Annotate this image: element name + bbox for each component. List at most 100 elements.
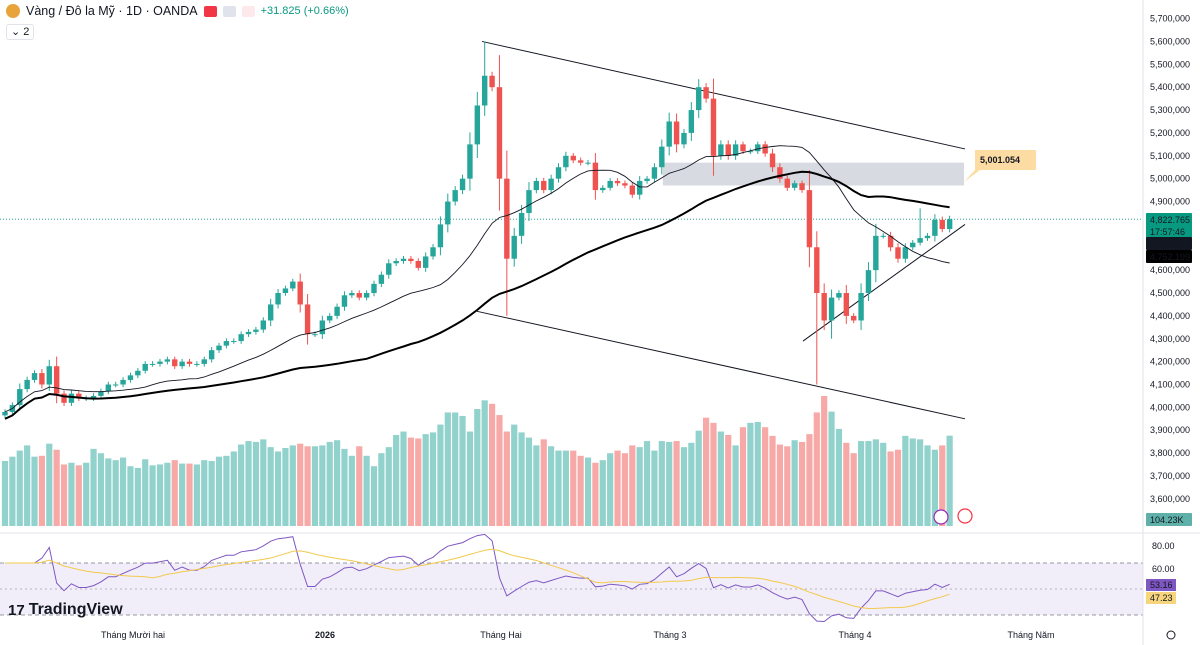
market-status-icon[interactable] [222,5,236,17]
annotation-callout [964,150,1036,182]
candle-up [24,379,30,390]
volume-label-bg [1146,513,1192,526]
candle-up [253,329,259,332]
volume-bar [769,435,776,526]
candle-up [334,306,340,316]
volume-bar [452,412,459,526]
volume-bar [695,430,702,526]
volume-bar [688,442,695,526]
price-tick-label: 5,000,000 [1150,174,1190,184]
rsi-ma-label-bg [1146,592,1176,604]
candle-up [179,361,185,367]
candle-up [924,235,931,239]
volume-bar [297,443,304,526]
price-tick-label: 3,900,000 [1150,425,1190,435]
candle-up [135,370,141,376]
candle-up [644,178,650,181]
volume-bar [60,464,68,526]
flag-icon[interactable] [203,5,217,17]
volume-bar [592,462,599,526]
volume-bar [164,462,171,526]
rsi-tick-label: 60.00 [1152,564,1175,574]
candle-up [563,155,569,168]
volume-bar [16,450,23,526]
symbol-title[interactable]: Vàng / Đô la Mỹ · 1D · OANDA [26,4,198,18]
volume-bar [511,424,518,526]
volume-bar [304,446,311,526]
rsi-ma-line [5,548,950,610]
volume-bar [533,445,540,526]
candle-down [814,247,820,294]
volume-bar [474,409,481,526]
candle-up [511,235,517,259]
candle-up [910,242,916,248]
candle-down [356,293,362,298]
volume-bar [828,411,835,526]
volume-bar [887,451,894,526]
candle-up [113,384,119,386]
volume-bar [747,422,754,526]
volume-bar [112,460,119,526]
candle-down [504,178,510,259]
volume-bar [835,428,843,526]
candle-up [533,180,540,191]
candle-up [127,375,134,380]
candle-down [415,261,421,268]
volume-bar [444,412,451,526]
volume-bar [83,462,90,526]
symbol-header[interactable]: Vàng / Đô la Mỹ · 1D · OANDA +31.825 (+0… [6,4,349,18]
candle-down [895,247,901,259]
price-tick-label: 5,400,000 [1150,82,1190,92]
price-tick-label: 4,300,000 [1150,334,1190,344]
candle-down [725,144,731,156]
candle-up [459,178,466,191]
candle-up [223,341,230,346]
volume-bar [245,441,252,526]
candle-up [828,297,835,321]
volume-bar [459,415,466,526]
candle-up [526,190,532,213]
candle-down [570,155,576,161]
candle-up [105,384,112,392]
indicators-toggle[interactable]: ⌄ 2 [6,24,35,40]
candle-down [799,183,805,191]
candle-down [622,183,628,186]
candle-up [216,345,222,351]
volume-bar [319,445,326,526]
price-tick-label: 5,700,000 [1150,14,1190,24]
volume-bar [732,445,739,526]
candle-up [688,110,695,133]
candle-down [740,144,746,152]
candle-up [341,295,348,307]
candle-down [496,87,503,179]
candle-up [747,151,754,153]
volume-bar [710,422,717,526]
candle-up [732,144,739,156]
volume-bar [252,441,260,526]
price-tick-label: 5,100,000 [1150,151,1190,161]
volume-bar [658,441,665,526]
ma-fast-label-bg [1146,237,1192,250]
us-flag-icon [957,508,973,524]
candle-up [194,363,200,365]
price-tick-label: 4,100,000 [1150,380,1190,390]
price-tick-label: 4,200,000 [1150,357,1190,367]
equals-icon[interactable] [241,5,255,17]
volume-bar [230,451,237,526]
tradingview-logo[interactable]: 17 TradingView [8,601,123,619]
volume-bar [274,451,282,526]
channel-upper-line [481,40,966,150]
last-price-label: 4,822.765 [1150,215,1190,225]
time-tick-label: Tháng Hai [480,630,522,640]
candle-up [68,393,75,403]
price-tick-label: 3,800,000 [1150,448,1190,458]
volume-bar [917,439,924,526]
volume-bar [407,437,414,526]
volume-bar [334,440,341,526]
time-tick-label: Tháng Năm [1007,630,1054,640]
last-price-label-bg [1146,213,1192,226]
volume-bar [370,466,378,526]
volume-bar [857,441,865,526]
volume-bar [267,447,274,526]
